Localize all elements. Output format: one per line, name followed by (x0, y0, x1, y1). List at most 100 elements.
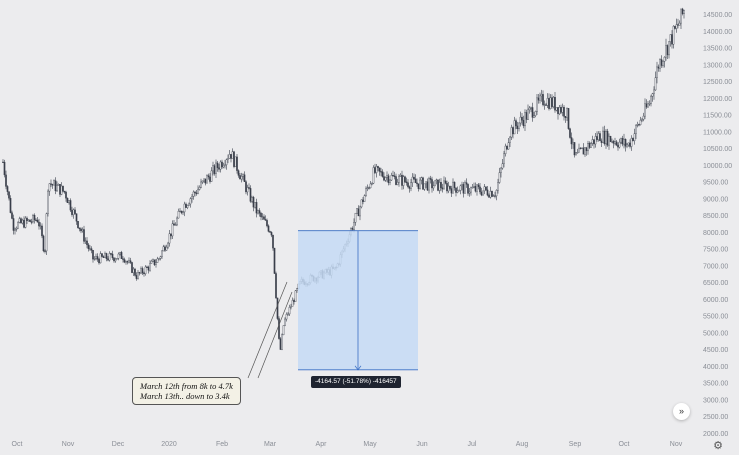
candle-body (552, 96, 555, 107)
candle-body (185, 203, 187, 208)
candle-body (482, 190, 484, 196)
y-tick-label: 12000.00 (703, 96, 732, 103)
candle-body (227, 158, 229, 160)
candle-body (396, 181, 399, 185)
candle-body (23, 219, 25, 228)
scroll-to-realtime-button[interactable]: » (673, 403, 690, 420)
y-tick-label: 5500.00 (703, 314, 728, 321)
annotation-callout[interactable]: March 12th from 8k to 4.7k March 13th.. … (132, 377, 241, 405)
candle-body (675, 24, 678, 29)
y-tick-label: 13500.00 (703, 46, 732, 53)
candle-body (45, 213, 48, 252)
candle-body (575, 152, 577, 156)
annotation-line-2: March 13th.. down to 3.4k (140, 391, 230, 401)
chart-settings-button[interactable]: ⚙ (712, 440, 724, 452)
candle-body (240, 176, 243, 180)
candle-body (626, 144, 628, 147)
candle-body (612, 141, 615, 144)
candle-body (53, 180, 55, 186)
candle-body (158, 258, 160, 260)
candle-body (483, 186, 486, 192)
candle-body (150, 260, 153, 264)
double-chevron-right-icon: » (678, 406, 684, 416)
candle-body (138, 272, 141, 274)
measure-result-label: -4164.57 (-51.78%) -416457 (311, 376, 401, 388)
candle-body (497, 182, 499, 191)
candle-body (393, 175, 396, 177)
candle-body (291, 300, 294, 307)
candle-body (570, 137, 573, 145)
candle-body (531, 107, 534, 118)
candle-body (642, 115, 645, 120)
candle-body (80, 228, 82, 232)
candle-body (512, 127, 514, 135)
candle-body (263, 216, 265, 220)
x-tick-label: Dec (112, 441, 125, 448)
candle-body (426, 181, 429, 191)
candle-body (462, 184, 465, 194)
candle-body (44, 250, 46, 252)
candle-body (9, 197, 12, 213)
candle-body (617, 144, 619, 148)
candle-body (245, 181, 247, 193)
candle-body (671, 34, 673, 45)
candle-body (3, 161, 6, 176)
x-tick-label: May (363, 441, 377, 448)
candle-body (515, 120, 517, 127)
candle-body (422, 177, 424, 190)
candle-body (509, 136, 511, 143)
candle-body (237, 170, 240, 176)
y-tick-label: 7500.00 (703, 247, 728, 254)
candle-body (290, 306, 292, 308)
candle-body (533, 115, 535, 118)
candle-body (63, 190, 66, 193)
candle-body (563, 106, 565, 117)
candle-body (92, 250, 94, 260)
y-tick-label: 3000.00 (703, 397, 728, 404)
candle-body (144, 266, 147, 275)
candle-body (90, 248, 93, 251)
candle-body (98, 259, 100, 264)
candle-body (81, 229, 84, 232)
candle-body (27, 219, 30, 221)
candle-body (384, 177, 387, 181)
candle-body (69, 200, 72, 211)
candle-body (597, 133, 600, 140)
candle-body (539, 95, 541, 101)
candle-body (36, 219, 39, 223)
candle-body (231, 151, 234, 159)
candle-body (54, 180, 57, 192)
candle-body (365, 188, 367, 196)
candle-body (560, 107, 562, 113)
x-tick-label: Nov (670, 441, 683, 448)
plot-area[interactable] (2, 7, 685, 351)
candle-body (215, 162, 217, 174)
y-tick-label: 10000.00 (703, 163, 732, 170)
y-tick-label: 11500.00 (703, 113, 732, 120)
time-axis[interactable]: Oct Nov Dec 2020 Feb Mar Apr May Jun Jul Aug Sep Oct… (12, 441, 683, 448)
candle-body (236, 156, 238, 171)
candle-body (596, 136, 598, 140)
candle-body (168, 233, 171, 244)
candle-body (353, 222, 355, 230)
candle-body (152, 259, 154, 262)
candle-body (590, 143, 592, 148)
candle-body (372, 167, 375, 184)
y-tick-label: 12500.00 (703, 79, 732, 86)
price-axis[interactable]: 14500.00 14000.00 13500.00 13000.00 12500.00… (703, 12, 732, 438)
candle-body (21, 219, 24, 224)
candle-body (485, 186, 487, 191)
candle-body (378, 167, 381, 172)
y-tick-label: 6500.00 (703, 280, 728, 287)
candle-body (86, 240, 88, 246)
candle-body (294, 290, 297, 302)
candle-body (648, 103, 651, 105)
candle-body (219, 161, 222, 170)
y-tick-label: 8500.00 (703, 213, 728, 220)
candle-body (672, 26, 675, 45)
candle-body (603, 130, 606, 145)
candle-body (93, 258, 96, 260)
candle-body (356, 208, 358, 214)
candle-body (633, 133, 636, 142)
candle-body (651, 93, 654, 97)
